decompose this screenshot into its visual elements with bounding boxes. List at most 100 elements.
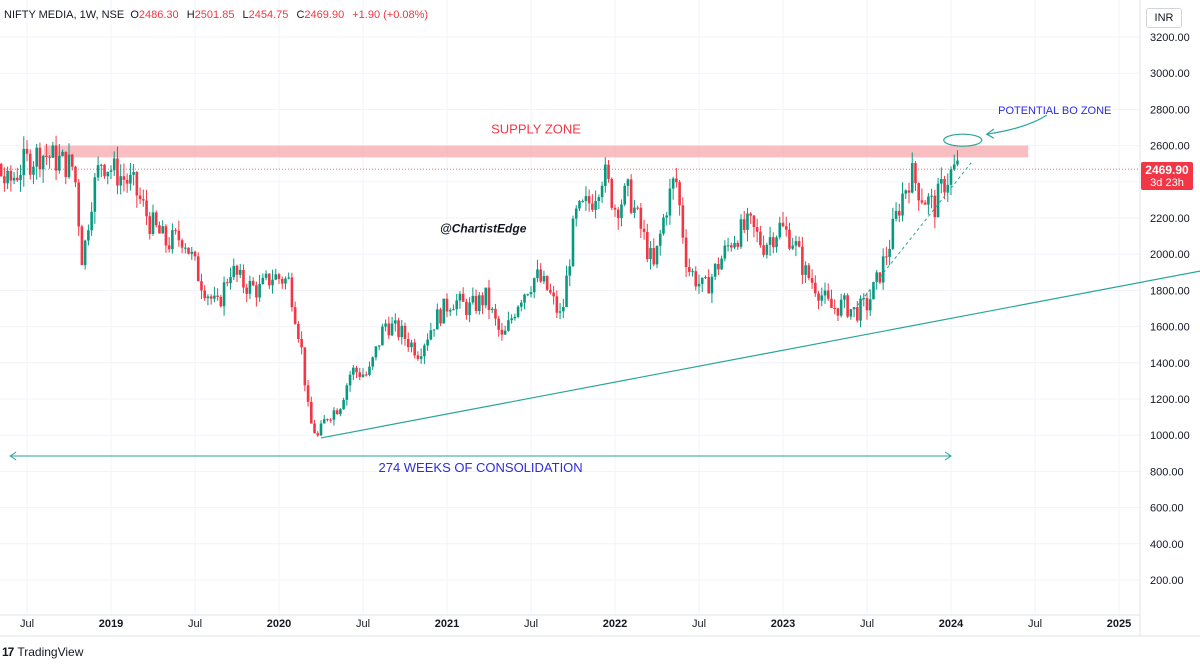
y-tick-label: 2800.00 (1150, 104, 1190, 116)
candle-body (901, 193, 904, 216)
y-tick-label: 1800.00 (1150, 285, 1190, 297)
candle-body (791, 245, 794, 249)
candle-body (226, 282, 229, 284)
candle-body (801, 246, 804, 275)
candle-body (681, 205, 685, 238)
candle-body (894, 211, 898, 219)
candle-body (759, 231, 762, 246)
tradingview-branding[interactable]: 17 TradingView (2, 645, 83, 659)
breakout-zone-ellipse[interactable] (943, 133, 983, 147)
candle-body (154, 212, 158, 226)
y-tick-label: 1600.00 (1150, 322, 1190, 334)
breakout-zone-label[interactable]: POTENTIAL BO ZONE (998, 105, 1111, 117)
candle-body (342, 399, 345, 410)
x-tick-label: 2020 (267, 618, 291, 630)
candle-body (578, 201, 581, 209)
candle-body (397, 320, 400, 338)
candle-body (271, 279, 274, 286)
candle-body (843, 295, 846, 300)
candle-body (684, 237, 688, 268)
candle-body (846, 295, 849, 317)
candle-body (258, 283, 261, 298)
candle-body (626, 179, 630, 186)
candle-body (3, 176, 6, 184)
candle-body (536, 269, 539, 279)
candle-body (322, 419, 326, 424)
candle-body (187, 247, 190, 254)
candle-body (381, 326, 384, 346)
candle-body (933, 195, 937, 218)
candle-body (387, 323, 391, 336)
symbol-title[interactable]: NIFTY MEDIA, 1W, NSE (4, 9, 125, 21)
y-tick-label: 2600.00 (1150, 141, 1190, 153)
candle-body (423, 345, 426, 357)
supply-zone-label[interactable]: SUPPLY ZONE (491, 122, 581, 137)
candle-body (193, 251, 197, 257)
candle-body (248, 280, 252, 294)
candle-body (209, 296, 213, 299)
open-label: O (130, 9, 139, 21)
time-axis[interactable]: Jul 2019 Jul 2020 Jul 2021 Jul 2022 Jul 2023 Jul 20… (20, 618, 1131, 630)
candle-body (25, 148, 29, 154)
candle-body (455, 300, 458, 310)
candle-body (413, 342, 416, 356)
candle-body (180, 240, 184, 248)
candle-body (481, 295, 484, 306)
candle-body (523, 294, 526, 303)
last-price-value: 2469.90 (1145, 163, 1189, 177)
candle-body (836, 308, 840, 316)
price-axis[interactable]: 200.00 400.00 600.00 800.00 1000.00 1200.00 14… (1150, 32, 1190, 587)
candle-body (881, 256, 885, 283)
candle-body (872, 282, 875, 300)
candle-body (817, 293, 820, 301)
candle-body (830, 298, 833, 308)
candle-body (723, 245, 727, 259)
candle-body (310, 401, 313, 424)
candle-body (125, 179, 129, 184)
x-tick-label: Jul (1028, 618, 1042, 630)
candle-body (507, 320, 510, 331)
candle-body (32, 166, 35, 175)
candle-body (448, 310, 452, 312)
rising-support-trendline[interactable] (320, 259, 1200, 439)
currency-button[interactable]: INR (1146, 8, 1182, 28)
candle-body (658, 233, 662, 246)
candle-body (461, 293, 465, 302)
y-tick-label: 3200.00 (1150, 32, 1190, 44)
candle-body (826, 290, 830, 299)
consolidation-label[interactable]: 274 WEEKS OF CONSOLIDATION (378, 460, 582, 475)
candle-body (856, 307, 859, 321)
candle-body (177, 230, 181, 241)
candle-body (22, 148, 26, 176)
symbol-legend[interactable]: NIFTY MEDIA, 1W, NSE O2486.30 H2501.85 L… (4, 9, 428, 21)
last-price-tag: 2469.90 3d 23h (1141, 162, 1193, 190)
candle-body (665, 215, 668, 218)
candle-body (358, 372, 362, 377)
close-label: C (296, 9, 305, 21)
candle-body (587, 196, 591, 204)
candle-body (74, 166, 77, 183)
candle-body (484, 287, 488, 306)
breakout-pointer-arrow (986, 114, 1048, 135)
candle-body (432, 329, 436, 331)
candle-body (238, 269, 242, 275)
candle-body (264, 273, 268, 278)
candle-body (852, 307, 856, 310)
candle-body (132, 172, 135, 175)
candle-body (542, 275, 546, 282)
candle-body (917, 183, 920, 201)
candle-body (952, 164, 956, 170)
candle-body (910, 163, 914, 193)
candle-body (936, 183, 940, 218)
x-tick-label: 2022 (603, 618, 627, 630)
candle-body (545, 275, 549, 290)
candle-body (96, 165, 100, 178)
candle-body (203, 290, 206, 299)
supply-zone-rect[interactable] (43, 145, 1029, 158)
candle-body (319, 423, 323, 436)
candle-body (371, 357, 374, 367)
candle-body (352, 367, 355, 375)
drawings[interactable]: 274 WEEKS OF CONSOLIDATION SUPPLY ZONE POT… (9, 105, 1200, 475)
dashed-trendline[interactable] (853, 162, 972, 311)
